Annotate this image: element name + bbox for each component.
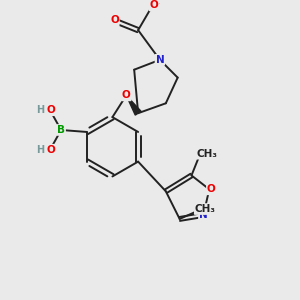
Text: O: O — [122, 90, 131, 100]
Text: N: N — [199, 210, 208, 220]
Text: CH₃: CH₃ — [195, 204, 216, 214]
Text: H: H — [36, 145, 44, 155]
Text: O: O — [207, 184, 216, 194]
Text: O: O — [150, 0, 158, 11]
Text: O: O — [47, 145, 56, 155]
Text: N: N — [155, 55, 164, 65]
Text: B: B — [57, 125, 65, 135]
Text: H: H — [36, 105, 44, 115]
Text: O: O — [110, 15, 119, 25]
Text: O: O — [47, 105, 56, 115]
Text: CH₃: CH₃ — [197, 149, 218, 159]
Polygon shape — [126, 95, 141, 115]
